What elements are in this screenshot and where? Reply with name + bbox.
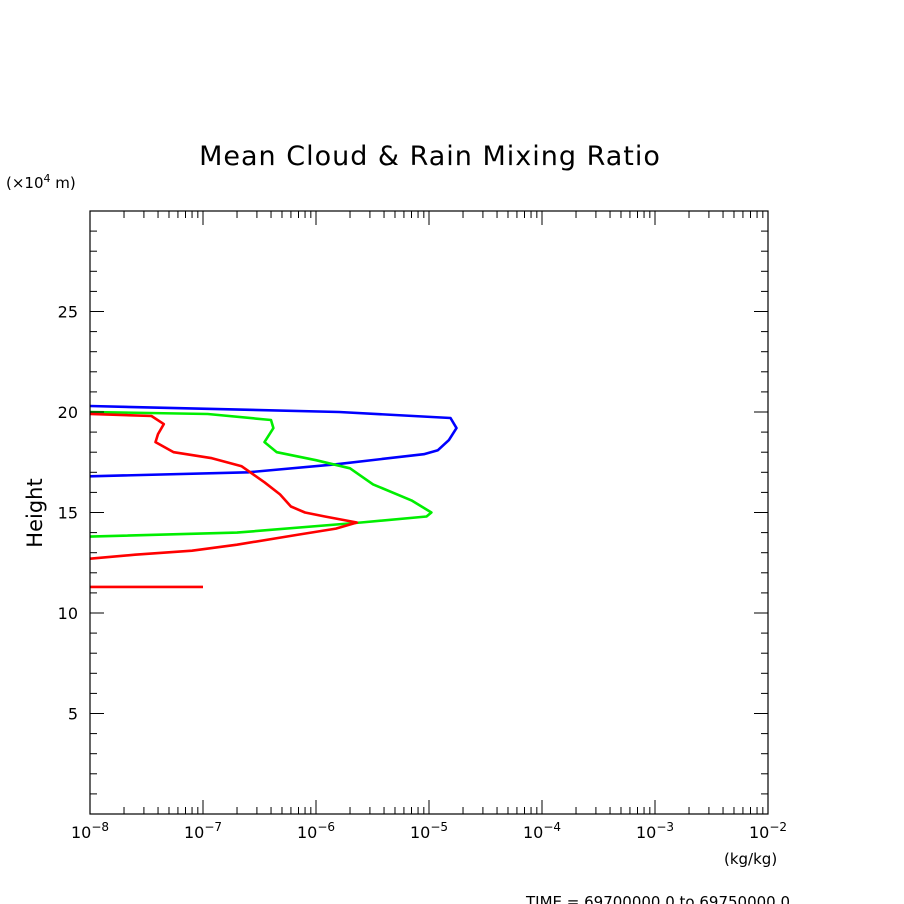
y-axis-label: Height xyxy=(23,478,47,547)
x-unit-label: (kg/kg) xyxy=(724,850,777,868)
chart-title: Mean Cloud & Rain Mixing Ratio xyxy=(199,141,661,172)
x-tick-label: 10−7 xyxy=(184,820,222,842)
plot-lines xyxy=(89,404,458,589)
x-tick-labels: 10−8 10−7 10−6 10−5 10−4 10−3 10−2 xyxy=(71,820,787,842)
series-line-2 xyxy=(89,410,433,538)
y-tick-label: 15 xyxy=(58,504,78,523)
ticks xyxy=(89,211,768,814)
x-tick-label: 10−3 xyxy=(636,820,674,842)
series-line-1 xyxy=(89,404,458,478)
y-unit-label: (×104 m) xyxy=(6,172,76,192)
y-tick-label: 25 xyxy=(58,303,78,322)
x-tick-label: 10−8 xyxy=(71,820,109,842)
y-tick-label: 5 xyxy=(68,705,78,724)
x-tick-label: 10−5 xyxy=(410,820,448,842)
series-line-3 xyxy=(89,412,359,560)
x-tick-label: 10−4 xyxy=(523,820,561,842)
y-tick-label: 20 xyxy=(58,403,78,422)
y-tick-label: 10 xyxy=(58,604,78,623)
time-range-footer: TIME = 69700000.0 to 69750000.0 xyxy=(525,893,790,904)
x-tick-label: 10−6 xyxy=(297,820,335,842)
x-tick-label: 10−2 xyxy=(749,820,787,842)
y-tick-labels: 5 10 15 20 25 xyxy=(58,303,78,724)
